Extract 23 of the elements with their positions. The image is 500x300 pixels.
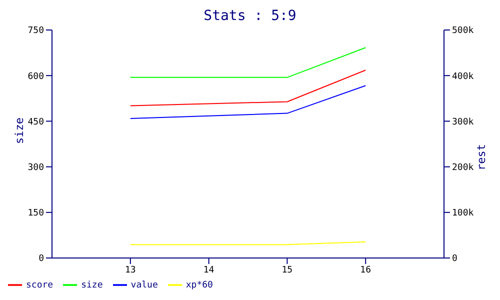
y-tick-label: 300 [28, 162, 44, 173]
legend-label: size [81, 280, 103, 290]
chart-title: Stats : 5:9 [202, 8, 298, 24]
legend-label: value [130, 280, 158, 290]
y-tick-label: 750 [28, 26, 44, 36]
y2-tick-label: 100k [452, 208, 474, 219]
x-tick-label: 14 [203, 265, 214, 276]
y-tick-label: 450 [28, 117, 44, 128]
x-tick-label: 15 [282, 265, 293, 276]
y2-tick-label: 400k [452, 72, 474, 82]
y2-tick-label: 0 [452, 254, 458, 264]
y2-tick-label: 500k [452, 26, 474, 36]
legend-label: score [26, 280, 54, 290]
x-tick-label: 13 [124, 265, 136, 276]
y-tick-label: 0 [38, 254, 44, 264]
y2-axis-title: rest [474, 144, 488, 170]
y-tick-label: 600 [28, 72, 44, 82]
y-axis-title: size [12, 118, 26, 144]
x-tick-label: 16 [360, 265, 372, 276]
y-tick-label: 150 [28, 208, 44, 219]
legend-label: xp*60 [186, 280, 213, 290]
y2-tick-label: 300k [452, 117, 474, 128]
y2-tick-label: 200k [452, 162, 474, 173]
